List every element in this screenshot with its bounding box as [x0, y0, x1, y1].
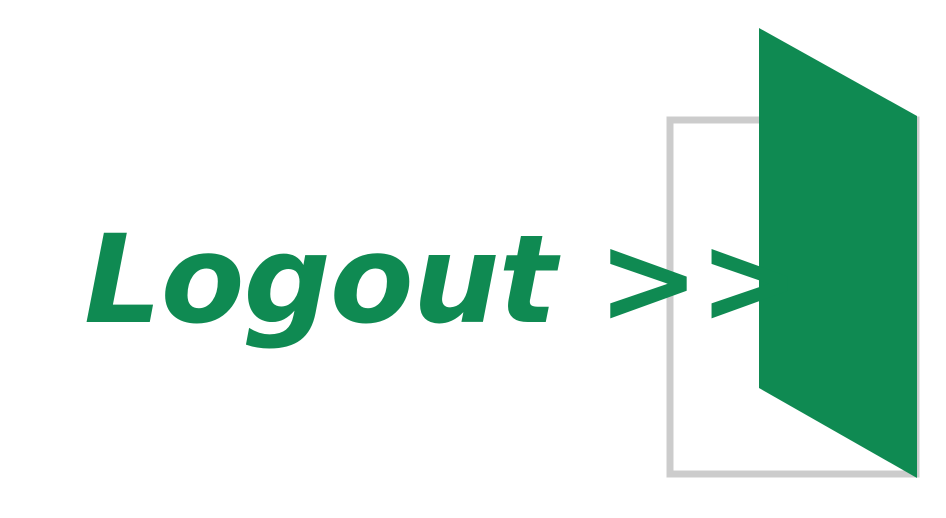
door-panel [759, 28, 917, 478]
logout-label: Logout >> [84, 209, 801, 351]
